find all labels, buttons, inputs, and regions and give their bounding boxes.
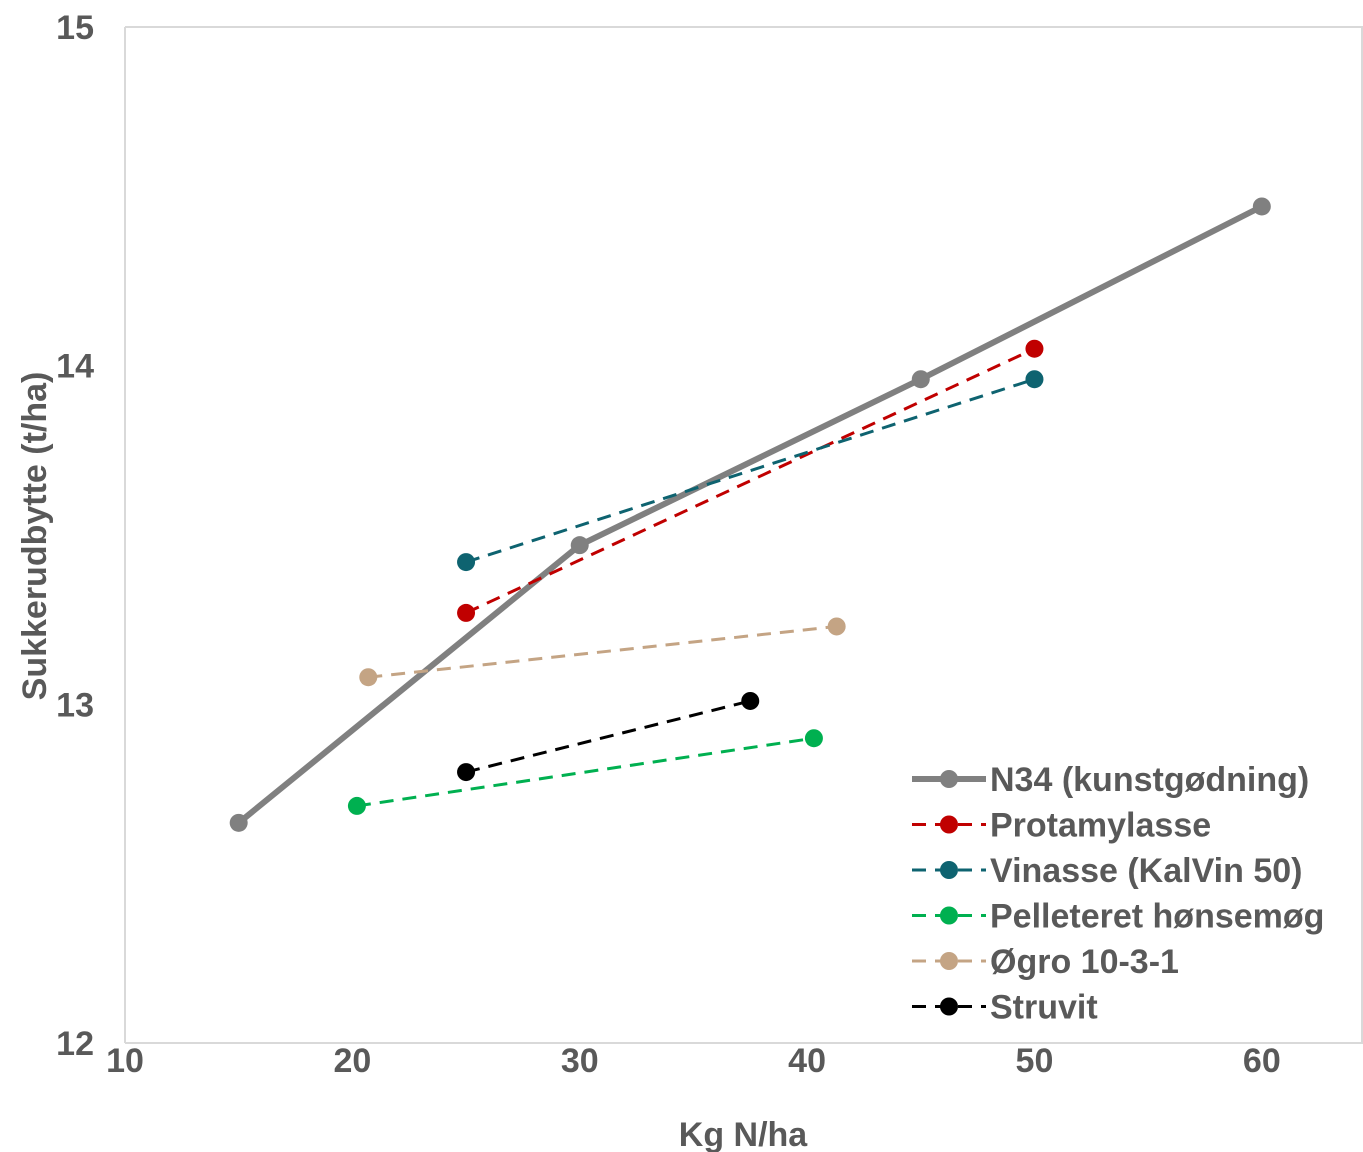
legend: N34 (kunstgødning) Protamylasse Vinasse (K…	[912, 761, 1324, 1027]
legend-label: Pelleteret hønsemøg	[990, 898, 1324, 936]
x-tick-label: 10	[106, 1042, 144, 1080]
series-line	[465, 377, 1035, 564]
data-point	[359, 668, 378, 687]
legend-label: Struvit	[990, 989, 1098, 1027]
legend-label: Protamylasse	[990, 807, 1211, 845]
series-group	[229, 197, 1271, 832]
series-4	[359, 617, 846, 687]
legend-swatch-marker	[940, 770, 958, 788]
data-point	[229, 813, 248, 832]
data-point	[911, 370, 930, 389]
series-3	[347, 729, 823, 815]
y-tick-label: 12	[56, 1025, 94, 1063]
data-point	[1252, 197, 1271, 216]
x-tick-label: 60	[1243, 1042, 1281, 1080]
series-5	[457, 691, 760, 782]
series-1	[457, 339, 1044, 622]
data-point	[804, 729, 823, 748]
tick-labels: 10 20 30 40 50 60 12 13 14 15	[56, 9, 1281, 1080]
series-line	[465, 699, 751, 774]
y-tick-label: 13	[56, 686, 94, 724]
x-tick-label: 50	[1016, 1042, 1054, 1080]
series-line	[465, 347, 1036, 615]
data-point	[741, 691, 760, 710]
legend-label: N34 (kunstgødning)	[990, 761, 1309, 799]
x-tick-label: 40	[788, 1042, 826, 1080]
legend-swatch-marker	[940, 861, 958, 879]
legend-swatch-marker	[940, 815, 958, 834]
legend-swatch-marker	[940, 906, 958, 925]
legend-label: Vinasse (KalVin 50)	[990, 852, 1302, 890]
data-point	[827, 617, 846, 636]
data-point	[1025, 370, 1044, 389]
y-tick-label: 15	[56, 9, 94, 47]
x-tick-label: 20	[333, 1042, 371, 1080]
series-line	[368, 624, 837, 679]
series-0	[229, 197, 1271, 832]
data-point	[457, 603, 476, 622]
series-line	[236, 203, 1264, 826]
data-point	[457, 553, 476, 572]
series-line	[356, 736, 815, 808]
legend-swatch-marker	[940, 997, 958, 1016]
x-tick-label: 30	[561, 1042, 599, 1080]
x-axis-title: Kg N/ha	[679, 1116, 809, 1152]
y-axis-title: Sukkerudbytte (t/ha)	[16, 372, 54, 701]
data-point	[1025, 339, 1044, 358]
y-tick-label: 14	[56, 348, 94, 386]
series-2	[457, 370, 1044, 572]
legend-swatch-marker	[940, 952, 958, 970]
data-point	[570, 536, 589, 555]
data-point	[347, 796, 366, 815]
data-point	[457, 763, 476, 782]
axes	[124, 26, 1363, 1044]
legend-label: Øgro 10-3-1	[990, 943, 1179, 981]
